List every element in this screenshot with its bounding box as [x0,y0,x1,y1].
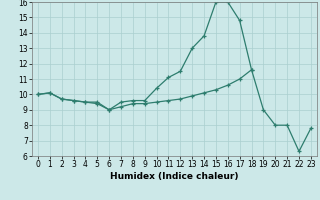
X-axis label: Humidex (Indice chaleur): Humidex (Indice chaleur) [110,172,239,181]
